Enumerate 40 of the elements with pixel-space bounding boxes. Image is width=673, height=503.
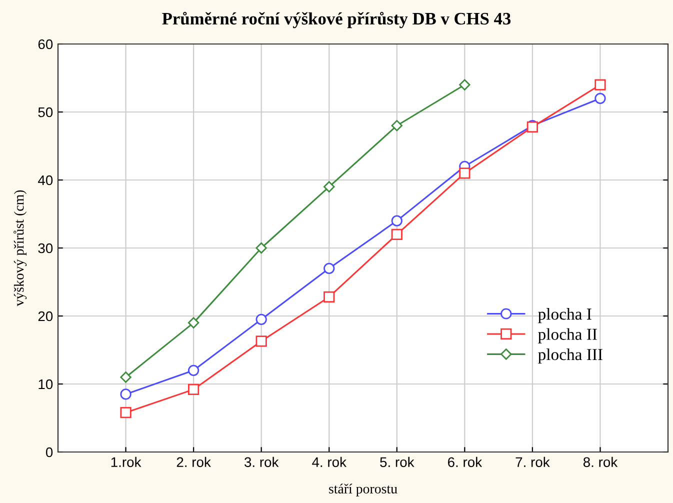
legend-label: plocha III bbox=[538, 348, 602, 364]
point bbox=[256, 242, 267, 254]
point bbox=[459, 168, 470, 179]
point bbox=[120, 372, 132, 383]
x-tick-label: 1.rok bbox=[111, 456, 142, 468]
legend-label: plocha II bbox=[538, 328, 597, 344]
y-tick-label: 40 bbox=[38, 175, 53, 186]
x-tick-label: 6. rok bbox=[448, 456, 482, 468]
point bbox=[324, 181, 335, 192]
point bbox=[324, 262, 335, 274]
point bbox=[256, 336, 267, 347]
y-axis-title: výškový přírůst (cm) bbox=[14, 190, 27, 306]
point bbox=[324, 291, 335, 303]
y-tick-label: 30 bbox=[38, 243, 53, 254]
legend-label: plocha I bbox=[538, 308, 592, 324]
point bbox=[459, 79, 470, 90]
y-tick-label: 10 bbox=[38, 379, 53, 390]
y-tick-label: 20 bbox=[38, 311, 53, 322]
y-tick-label: 60 bbox=[38, 39, 53, 50]
y-tick-label: 50 bbox=[38, 107, 53, 118]
point bbox=[391, 215, 402, 226]
chart-title: Průměrné roční výškové přírůsty DB v CHS 43 bbox=[162, 12, 511, 28]
x-axis-title: stáří porostu bbox=[329, 484, 398, 496]
x-tick-label: 8. rok bbox=[583, 456, 618, 468]
point bbox=[391, 228, 402, 240]
y-tick-label: 0 bbox=[46, 447, 53, 458]
point bbox=[120, 388, 132, 400]
point bbox=[188, 364, 200, 376]
point bbox=[594, 92, 606, 104]
x-tick-label: 5. rok bbox=[380, 456, 414, 468]
x-tick-label: 7. rok bbox=[516, 456, 550, 468]
point bbox=[594, 79, 606, 90]
x-tick-label: 4. rok bbox=[312, 456, 346, 468]
x-tick-label: 2. rok bbox=[176, 456, 211, 468]
point bbox=[120, 407, 132, 418]
x-tick-label: 3. rok bbox=[244, 456, 279, 468]
point bbox=[391, 120, 402, 132]
point bbox=[256, 314, 267, 325]
point bbox=[188, 317, 200, 328]
point bbox=[188, 384, 200, 395]
